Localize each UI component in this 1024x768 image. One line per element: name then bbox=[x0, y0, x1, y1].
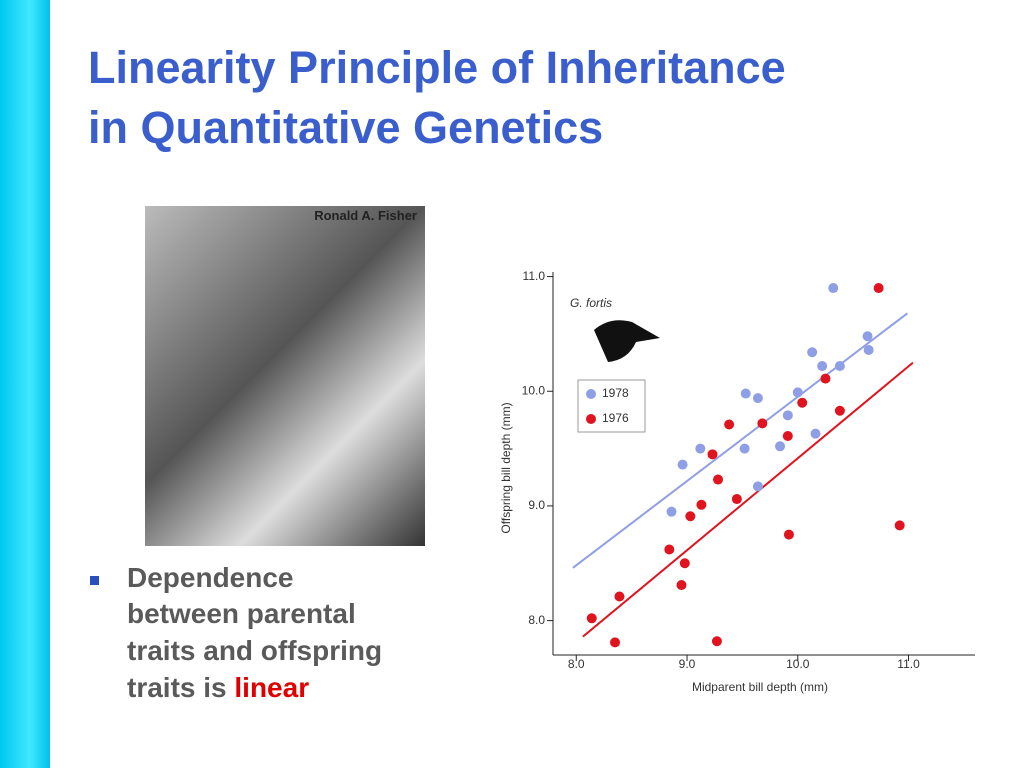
finch-icon bbox=[594, 320, 660, 362]
point bbox=[817, 361, 828, 372]
point bbox=[685, 511, 696, 522]
x-tick-label: 9.0 bbox=[679, 657, 696, 671]
point bbox=[677, 459, 688, 470]
y-axis-label: Offspring bill depth (mm) bbox=[499, 402, 513, 533]
bullet-text: between parental bbox=[127, 598, 356, 629]
point bbox=[810, 428, 821, 439]
point bbox=[664, 544, 675, 555]
bullet-marker bbox=[90, 576, 99, 585]
point bbox=[783, 529, 794, 540]
point bbox=[707, 449, 718, 460]
x-tick-label: 10.0 bbox=[786, 657, 810, 671]
point bbox=[679, 558, 690, 569]
fit-line bbox=[582, 361, 914, 638]
point bbox=[752, 481, 763, 492]
photo: Ronald A. Fisher bbox=[145, 206, 425, 546]
y-tick-label: 11.0 bbox=[523, 269, 546, 283]
x-tick-label: 11.0 bbox=[897, 657, 920, 671]
legend-label: 1976 bbox=[602, 411, 629, 425]
point bbox=[820, 373, 831, 384]
point bbox=[792, 387, 803, 398]
point bbox=[711, 636, 722, 647]
point bbox=[676, 580, 687, 591]
legend-label: 1978 bbox=[602, 386, 629, 400]
bullet-text: traits is bbox=[127, 672, 235, 703]
point bbox=[695, 443, 706, 454]
highlight: linear bbox=[234, 672, 310, 703]
point bbox=[828, 283, 839, 294]
point bbox=[873, 283, 884, 294]
point bbox=[757, 418, 768, 429]
point bbox=[740, 388, 751, 399]
point bbox=[782, 410, 793, 421]
bullet-text: traits and offspring bbox=[127, 635, 383, 666]
legend bbox=[577, 379, 646, 433]
y-tick-label: 10.0 bbox=[522, 383, 546, 397]
point bbox=[807, 347, 818, 358]
point bbox=[739, 443, 750, 454]
bullet-text: traits is linear bbox=[127, 672, 309, 704]
point bbox=[713, 474, 724, 485]
point bbox=[834, 405, 845, 416]
point bbox=[775, 441, 786, 452]
title: in Quantitative Genetics bbox=[88, 102, 604, 153]
legend-swatch bbox=[586, 414, 596, 424]
bullet-text: Dependence bbox=[127, 562, 294, 593]
title: Linearity Principle of Inheritance bbox=[88, 42, 786, 93]
point bbox=[614, 591, 625, 602]
point bbox=[863, 344, 874, 355]
side-bar bbox=[0, 0, 50, 768]
y-tick-label: 8.0 bbox=[528, 613, 545, 627]
x-axis-label: Midparent bill depth (mm) bbox=[692, 680, 828, 694]
point bbox=[724, 419, 735, 430]
x-tick-label: 8.0 bbox=[568, 657, 585, 671]
point bbox=[862, 331, 873, 342]
point bbox=[782, 430, 793, 441]
point bbox=[610, 637, 621, 648]
species-label: G. fortis bbox=[570, 296, 612, 310]
y-tick-label: 9.0 bbox=[528, 498, 545, 512]
photo-caption: Ronald A. Fisher bbox=[314, 208, 417, 223]
legend-swatch bbox=[586, 389, 596, 399]
point bbox=[586, 613, 597, 624]
fit-line bbox=[572, 312, 909, 569]
point bbox=[797, 397, 808, 408]
point bbox=[894, 520, 905, 531]
point bbox=[834, 361, 845, 372]
point bbox=[731, 494, 742, 505]
point bbox=[752, 393, 763, 404]
point bbox=[696, 499, 707, 510]
point bbox=[666, 506, 677, 517]
